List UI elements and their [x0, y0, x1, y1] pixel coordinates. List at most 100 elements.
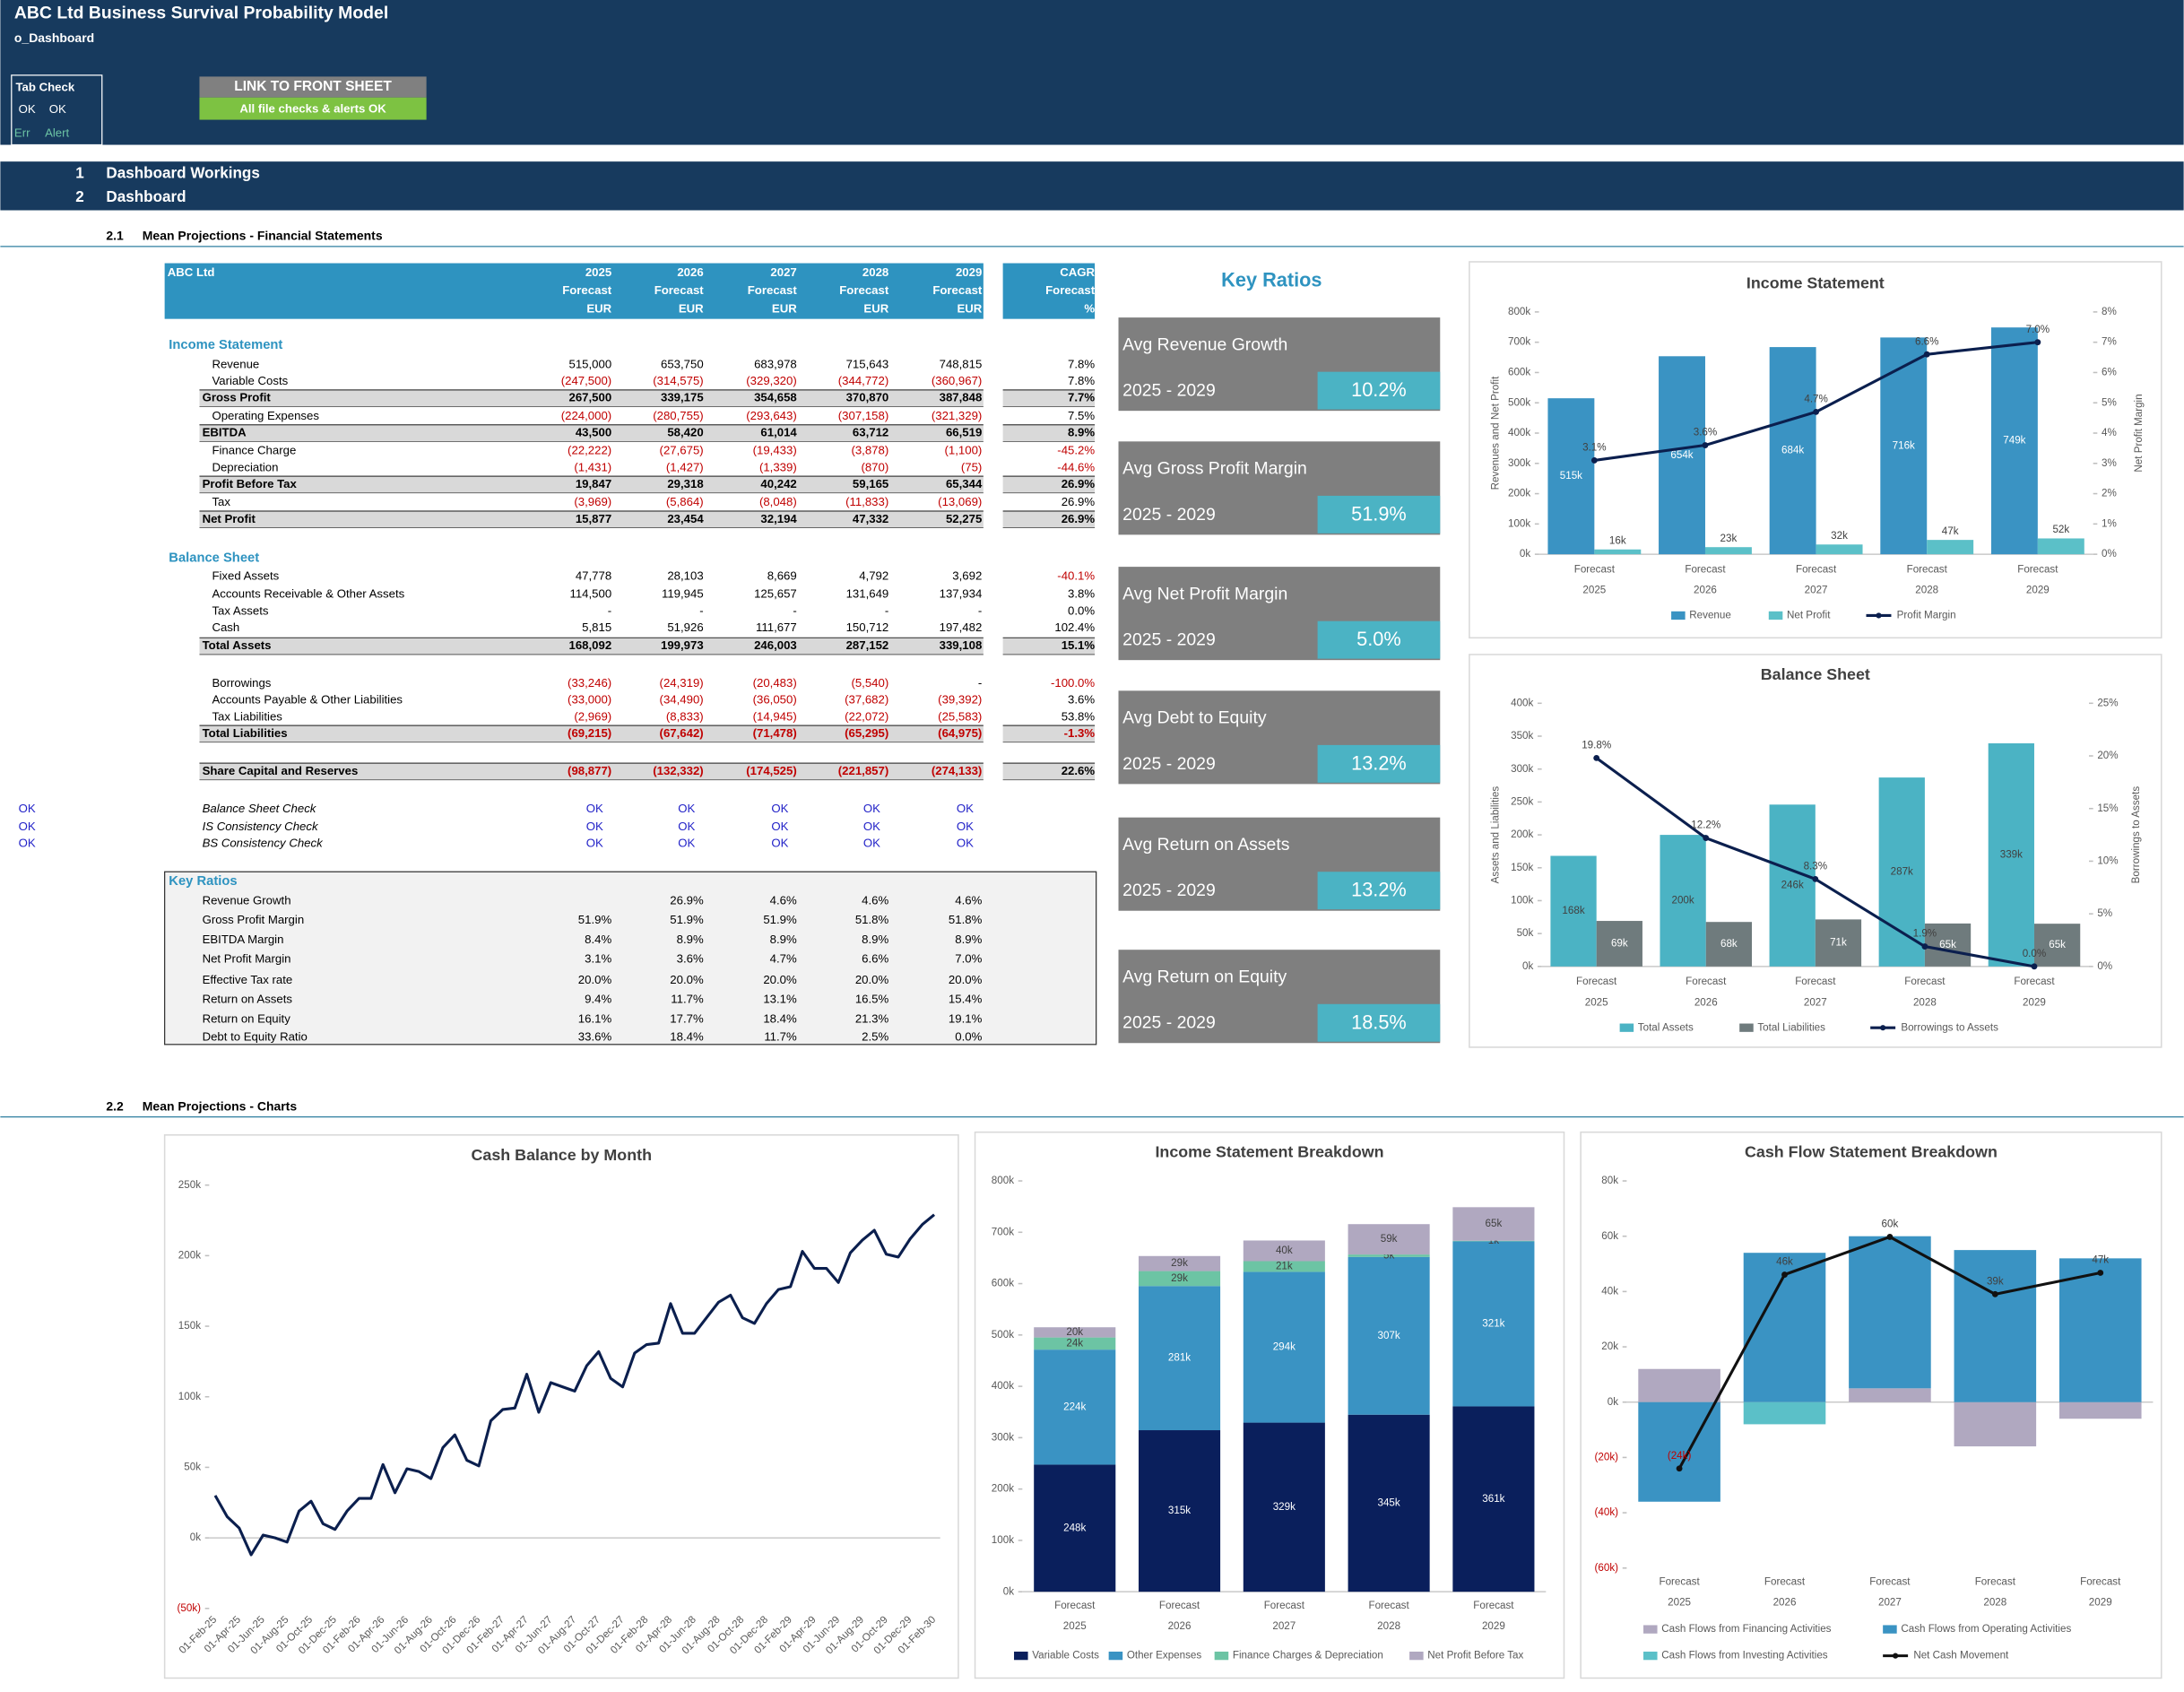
x-tick-label: 2027 — [1272, 1620, 1296, 1632]
line-point — [1886, 1234, 1894, 1240]
data-label: 65k — [2049, 939, 2066, 950]
cell-value: (37,682) — [845, 693, 888, 707]
column-header: 2027 — [770, 265, 796, 279]
check-value: OK — [678, 802, 695, 815]
cell-value: 23,454 — [667, 512, 704, 525]
cell-value: (5,864) — [666, 495, 704, 508]
ratio-value: 8.9% — [770, 933, 797, 946]
tick-label: 5% — [2097, 907, 2112, 919]
cell-value: 58,420 — [667, 425, 703, 438]
ratio-value: 16.5% — [855, 993, 889, 1006]
cell-value: (69,215) — [568, 726, 611, 740]
legend-label: Cash Flows from Operating Activities — [1901, 1623, 2071, 1635]
data-label: 224k — [1063, 1401, 1086, 1412]
bar — [1849, 1388, 1931, 1402]
nav-number[interactable]: 2 — [75, 188, 84, 205]
cell-value: (64,975) — [938, 726, 982, 740]
bar — [1659, 356, 1705, 555]
tick-label: 200k — [1511, 829, 1533, 840]
bar — [1990, 327, 2038, 555]
x-tick-label: Forecast — [2014, 976, 2055, 987]
tick-label: 20% — [2097, 750, 2118, 761]
data-label: 515k — [1560, 470, 1582, 482]
cagr-value: -40.1% — [1057, 568, 1095, 582]
legend-swatch — [1619, 1023, 1634, 1032]
ratio-value: 33.6% — [578, 1030, 612, 1044]
column-header: 2029 — [956, 265, 982, 279]
chart-title: Cash Balance by Month — [472, 1146, 652, 1164]
cell-value: - — [793, 603, 796, 617]
cell-value: (20,483) — [753, 676, 797, 690]
link-button[interactable] — [199, 76, 427, 98]
bar — [1034, 1337, 1116, 1350]
kpi-label: Avg Net Profit Margin — [1122, 584, 1287, 603]
cell-value: (13,069) — [938, 495, 982, 508]
table-company: ABC Ltd — [168, 265, 215, 279]
check-label: IS Consistency Check — [203, 820, 319, 833]
cards-title: Key Ratios — [1221, 268, 1322, 291]
cell-value: (2,969) — [574, 709, 611, 723]
data-label: 684k — [1781, 445, 1804, 456]
column-header: CAGR — [1060, 265, 1095, 279]
bar — [1816, 544, 1863, 555]
ratio-value: 51.8% — [855, 913, 889, 926]
bar — [1596, 921, 1642, 967]
tick-label: 300k — [1511, 763, 1533, 775]
ratio-value: 51.9% — [763, 913, 797, 926]
header-bar — [0, 0, 2184, 145]
kpi-period: 2025 - 2029 — [1122, 754, 1216, 774]
column-header: 2026 — [677, 265, 703, 279]
bar — [1638, 1368, 1720, 1402]
ratio-value: 6.6% — [862, 952, 888, 966]
data-label: 71k — [1830, 937, 1847, 949]
tick-label: 2% — [2102, 488, 2117, 499]
nav-link[interactable]: Dashboard — [106, 188, 186, 205]
cell-value: 114,500 — [569, 587, 611, 601]
cagr-value: 22.6% — [1062, 764, 1096, 777]
check-status: OK — [19, 802, 36, 815]
cell-value: (3,969) — [574, 495, 611, 508]
ratio-value: 9.4% — [585, 993, 611, 1006]
tick-label: 300k — [1508, 457, 1530, 469]
data-label: 248k — [1063, 1522, 1086, 1533]
cell-value: 47,332 — [853, 512, 888, 525]
bar — [1660, 835, 1706, 967]
check-value: OK — [863, 820, 880, 833]
data-label: 281k — [1168, 1352, 1191, 1364]
row-label: Operating Expenses — [212, 409, 319, 422]
tick-label: 60k — [1601, 1230, 1618, 1242]
link-button-label[interactable]: LINK TO FRONT SHEET — [234, 79, 392, 94]
kpi-label: Avg Gross Profit Margin — [1122, 459, 1307, 479]
nav-number[interactable]: 1 — [75, 165, 84, 182]
x-tick-label: 2027 — [1805, 585, 1828, 596]
row-label: EBITDA — [203, 425, 247, 438]
kpi-period: 2025 - 2029 — [1122, 381, 1216, 401]
total-row-band — [199, 389, 984, 407]
tick-label: 400k — [992, 1380, 1014, 1392]
cell-value: 683,978 — [754, 357, 797, 370]
cell-value: 339,108 — [940, 638, 983, 652]
column-header: Forecast — [1045, 283, 1096, 297]
cell-value: 653,750 — [661, 357, 704, 370]
x-tick-label: 2029 — [2023, 996, 2046, 1008]
data-label: 46k — [1776, 1256, 1793, 1268]
kpi-value: 5.0% — [1356, 628, 1401, 650]
total-row-band — [199, 763, 984, 780]
data-label: 19.8% — [1582, 739, 1611, 751]
data-label: 3.6% — [1694, 427, 1717, 438]
tick-label: 20k — [1601, 1341, 1618, 1352]
cell-value: (36,050) — [753, 693, 797, 707]
line-point — [1921, 943, 1928, 950]
bar — [1849, 1236, 1931, 1389]
data-label: 6.6% — [1915, 335, 1938, 347]
x-tick-label: Forecast — [1054, 1600, 1096, 1611]
bar — [1924, 923, 1972, 967]
bar — [1348, 1256, 1430, 1415]
x-tick-label: Forecast — [1574, 563, 1616, 575]
row-label: Revenue — [212, 357, 259, 370]
line-point — [1781, 1271, 1788, 1278]
column-header: EUR — [586, 301, 611, 315]
ratio-value: 20.0% — [763, 973, 797, 986]
cagr-value: 53.8% — [1062, 709, 1096, 723]
nav-link[interactable]: Dashboard Workings — [106, 165, 259, 182]
